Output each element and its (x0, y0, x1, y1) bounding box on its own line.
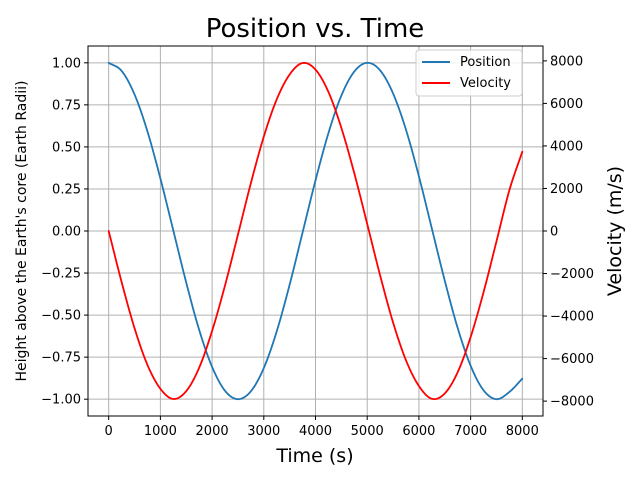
x-tick-label: 2000 (196, 424, 229, 439)
left-y-axis-label: Height above the Earth's core (Earth Rad… (14, 80, 30, 381)
right-y-tick-label: 4000 (550, 139, 583, 154)
x-tick-label: 0 (105, 424, 113, 439)
series-line-velocity (107, 61, 524, 401)
left-y-tick-label: −0.50 (41, 309, 81, 324)
x-tick-label: 8000 (506, 424, 539, 439)
left-y-tick-label: 0.50 (52, 140, 81, 155)
right-y-tick-label: −6000 (550, 352, 594, 367)
left-y-tick-label: −0.75 (41, 351, 81, 366)
x-tick-label: 4000 (299, 424, 332, 439)
right-y-axis-ticks: 8000 6000 4000 2000 0 −2000 −4000 −6000 −8000 (543, 54, 594, 410)
right-y-axis-label: Velocity (m/s) (604, 166, 626, 296)
left-y-tick-label: −0.25 (41, 267, 81, 282)
x-tick-label: 7000 (454, 424, 487, 439)
left-y-tick-label: −1.00 (41, 393, 81, 408)
right-y-tick-label: 2000 (550, 182, 583, 197)
right-y-tick-label: −8000 (550, 395, 594, 410)
right-y-tick-label: −4000 (550, 310, 594, 325)
right-y-tick-label: 6000 (550, 97, 583, 112)
x-tick-label: 1000 (144, 424, 177, 439)
legend-label-position: Position (460, 55, 511, 70)
x-tick-label: 5000 (351, 424, 384, 439)
series-layer (107, 61, 524, 401)
x-axis-ticks: 0 1000 2000 3000 4000 5000 6000 7000 8000 (105, 416, 539, 439)
right-y-tick-label: 0 (550, 225, 558, 240)
x-tick-label: 3000 (247, 424, 280, 439)
right-y-tick-label: −2000 (550, 267, 594, 282)
left-y-tick-label: 0.75 (52, 98, 81, 113)
left-y-tick-label: 0.00 (52, 225, 81, 240)
legend-label-velocity: Velocity (460, 76, 511, 91)
legend: Position Velocity (415, 49, 523, 97)
chart-title: Position vs. Time (206, 14, 425, 44)
right-y-tick-label: 8000 (550, 54, 583, 69)
left-y-axis-ticks: 1.00 0.75 0.50 0.25 0.00 −0.25 −0.50 −0.75 −1.00 (41, 56, 88, 408)
x-axis-label: Time (s) (275, 445, 353, 467)
left-y-tick-label: 1.00 (52, 56, 81, 71)
x-tick-label: 6000 (402, 424, 435, 439)
series-line-position (107, 61, 524, 401)
left-y-tick-label: 0.25 (52, 182, 81, 197)
grid (88, 46, 543, 416)
